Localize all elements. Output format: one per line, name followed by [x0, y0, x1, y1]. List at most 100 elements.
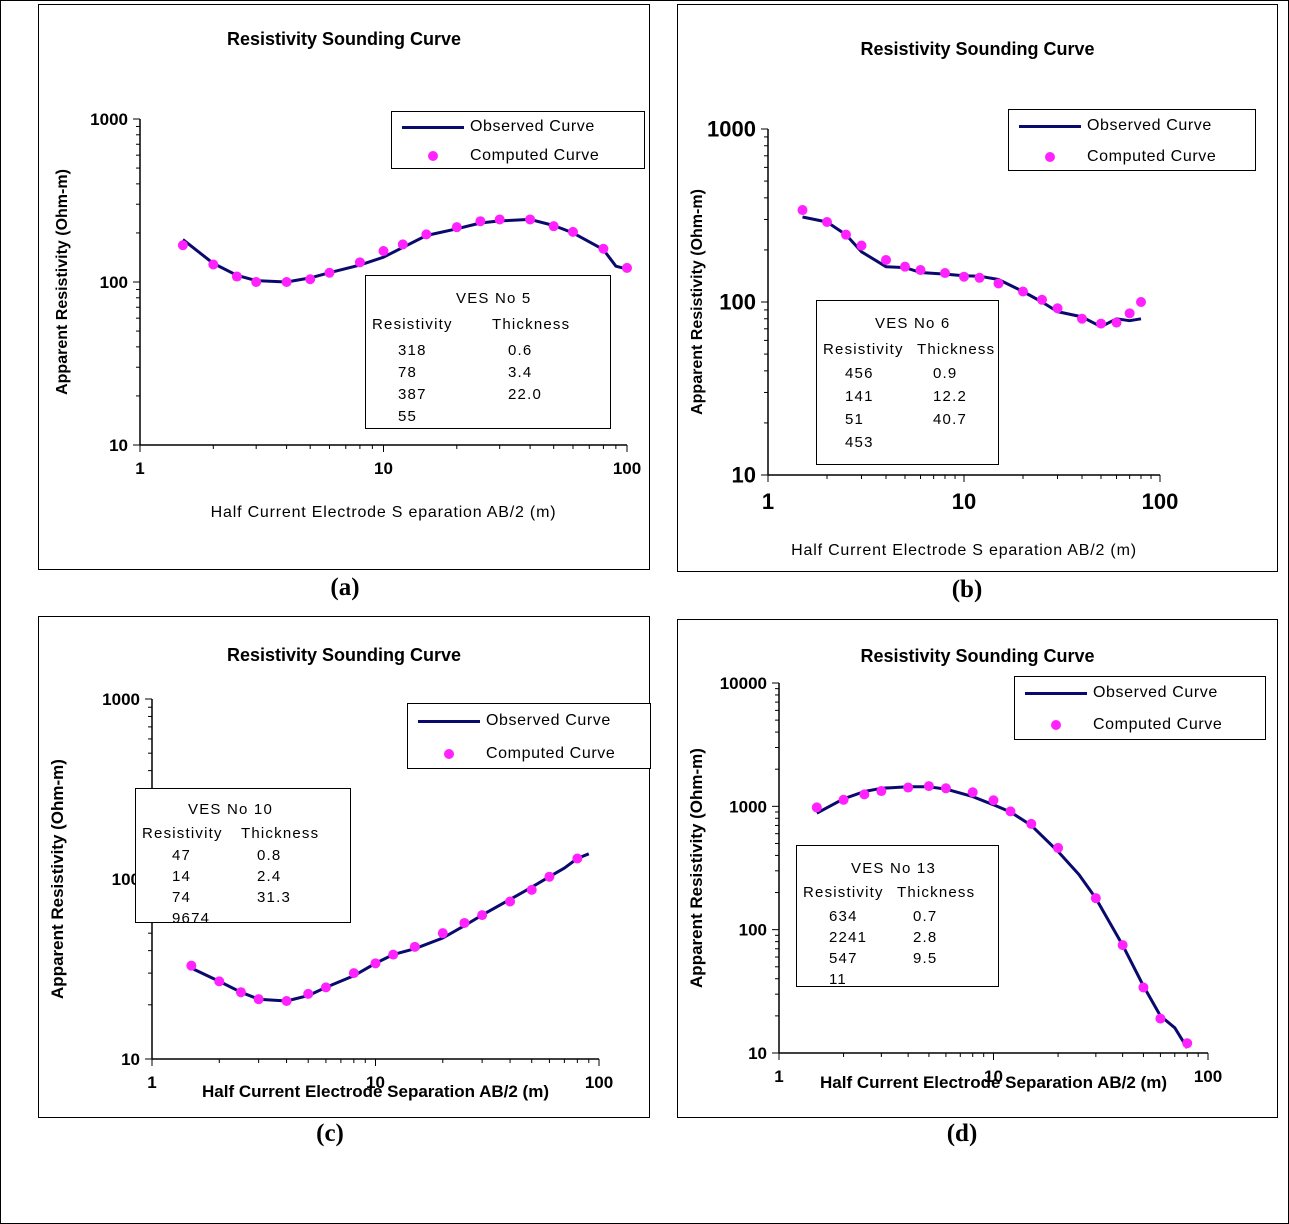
legend-item-observed: Observed Curve	[1009, 115, 1255, 137]
computed-curve-point	[859, 789, 870, 800]
computed-curve-point	[370, 958, 381, 969]
computed-curve-point	[208, 259, 219, 270]
chart-legend: Observed Curve Computed Curve	[1014, 676, 1266, 740]
chart-title: Resistivity Sounding Curve	[227, 645, 461, 665]
computed-curve-point	[1052, 303, 1063, 314]
computed-curve-point	[475, 216, 486, 227]
chart-legend: Observed Curve Computed Curve	[391, 111, 645, 169]
legend-line-swatch	[402, 125, 464, 129]
computed-curve-point	[923, 781, 934, 792]
y-tick-label: 10	[109, 436, 128, 455]
computed-curve-point	[903, 782, 914, 793]
y-tick-label: 10000	[720, 674, 767, 693]
computed-curve-point	[1090, 893, 1101, 904]
computed-curve-point	[320, 982, 331, 993]
computed-curve-point	[1005, 806, 1016, 817]
y-axis-label: Apparent Resistivity (Ohm-m)	[687, 748, 706, 988]
ves-title: VES No 10	[188, 801, 274, 818]
computed-curve-point	[1018, 286, 1029, 297]
ves-resistivity-value: 78	[398, 364, 418, 381]
ves-title: VES No 5	[456, 290, 532, 307]
legend-item-observed: Observed Curve	[392, 116, 644, 138]
chart-title: Resistivity Sounding Curve	[227, 29, 461, 49]
ves-resistivity-value: 55	[398, 408, 418, 425]
ves-thickness-value: 22.0	[508, 386, 542, 403]
computed-curve-point	[876, 786, 887, 797]
ves-resistivity-value: 318	[398, 342, 427, 359]
computed-curve-point	[1117, 940, 1128, 951]
y-tick-label: 1000	[90, 110, 128, 129]
x-tick-label: 100	[613, 459, 641, 478]
caption-c: (c)	[316, 1120, 344, 1147]
y-tick-label: 100	[112, 870, 140, 889]
ves-header-thickness: Thickness	[917, 341, 996, 358]
ves-thickness-value: 0.6	[508, 342, 533, 359]
legend-label: Observed Curve	[1087, 116, 1212, 134]
computed-curve-point	[305, 274, 316, 285]
y-tick-label: 1000	[707, 117, 756, 142]
computed-curve-point	[940, 783, 951, 794]
computed-curve-point	[822, 217, 833, 228]
ves-thickness-value: 12.2	[933, 388, 967, 405]
computed-curve-point	[235, 987, 246, 998]
ves-resistivity-value: 141	[845, 388, 874, 405]
computed-curve-point	[324, 267, 335, 278]
x-tick-label: 10	[374, 459, 393, 478]
legend-item-computed: Computed Curve	[1009, 146, 1255, 168]
computed-curve-point	[231, 271, 242, 282]
ves-header-thickness: Thickness	[241, 825, 320, 842]
ves-header-resistivity: Resistivity	[142, 825, 223, 842]
computed-curve-point	[993, 278, 1004, 289]
ves-header-resistivity: Resistivity	[823, 341, 904, 358]
legend-dot-swatch	[1051, 720, 1061, 730]
computed-curve-point	[840, 229, 851, 240]
x-tick-label: 100	[1194, 1067, 1222, 1086]
chart-panel-c: Resistivity Sounding Curve 1 10 100 10 100 100…	[38, 616, 651, 1118]
computed-curve-point	[598, 243, 609, 254]
chart-panel-a: Resistivity Sounding Curve 1 10 100 10 100 100…	[38, 4, 650, 570]
ves-parameter-box: VES No 13 Resistivity Thickness 634 0.7 2241 2…	[796, 845, 999, 988]
ves-title: VES No 6	[875, 315, 951, 332]
computed-curve-point	[567, 226, 578, 237]
ves-resistivity-value: 9674	[172, 910, 211, 927]
legend-dot-swatch	[1045, 151, 1055, 162]
ves-header-thickness: Thickness	[897, 884, 976, 901]
caption-d: (d)	[946, 1120, 978, 1147]
ves-resistivity-value: 11	[829, 971, 847, 988]
ves-parameter-box: VES No 5 Resistivity Thickness 318 0.6 78 3.4 3…	[365, 275, 611, 429]
computed-curve-point	[974, 272, 985, 283]
computed-curve-point	[477, 910, 488, 921]
ves-thickness-value: 0.9	[933, 365, 958, 382]
ves-resistivity-value: 47	[172, 847, 192, 864]
y-tick-label: 10	[748, 1044, 767, 1063]
computed-curve-point	[348, 968, 359, 979]
legend-item-observed: Observed Curve	[408, 710, 650, 732]
computed-curve-point	[544, 871, 555, 882]
computed-curve-point	[959, 271, 969, 282]
x-tick-label: 1	[762, 489, 774, 514]
x-tick-label: 1	[774, 1067, 783, 1086]
legend-line-swatch	[1019, 124, 1081, 128]
computed-curve-point	[388, 949, 399, 960]
computed-curve-point	[397, 239, 408, 250]
computed-curve-point	[1095, 318, 1106, 329]
computed-curve-point	[281, 277, 292, 287]
computed-curve-point	[1182, 1038, 1193, 1049]
computed-curve-point	[967, 787, 978, 798]
legend-item-computed: Computed Curve	[1015, 714, 1265, 736]
computed-curve-point	[572, 853, 583, 864]
x-axis-label: Half Current Electrode S eparation AB/2 …	[211, 504, 557, 521]
chart-panel-b: Resistivity Sounding Curve 1 10 100 10 100 100…	[677, 4, 1278, 572]
computed-curve-point	[281, 996, 292, 1007]
ves-header-resistivity: Resistivity	[803, 884, 884, 901]
computed-curve-point	[1111, 317, 1122, 328]
y-tick-label: 1000	[102, 690, 140, 709]
ves-title: VES No 13	[851, 860, 937, 877]
legend-label: Observed Curve	[1093, 684, 1218, 701]
ves-header-thickness: Thickness	[492, 316, 571, 333]
computed-curve-point	[1136, 297, 1147, 307]
ves-resistivity-value: 51	[845, 411, 865, 428]
